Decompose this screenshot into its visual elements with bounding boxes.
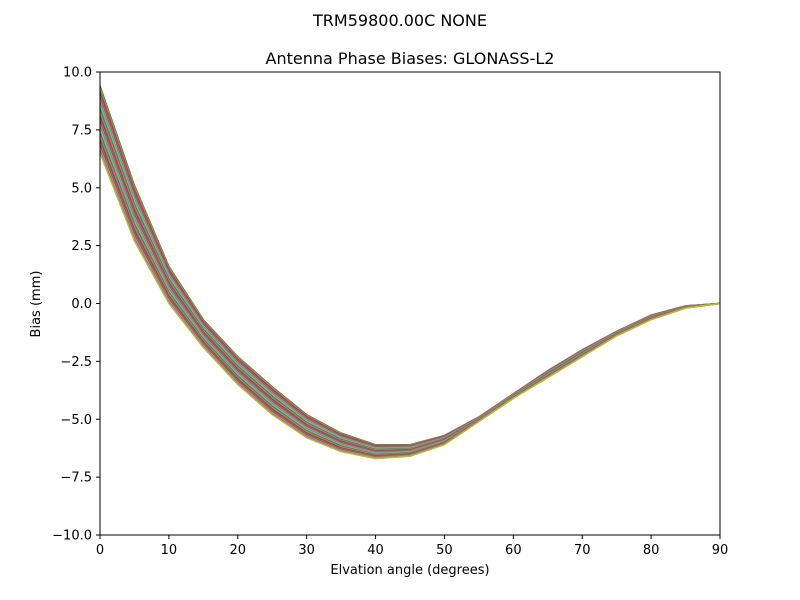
x-tick-label: 50: [436, 543, 453, 558]
series-line: [99, 133, 721, 456]
series-line: [99, 143, 721, 458]
series-line: [99, 109, 721, 451]
x-tick-label: 10: [161, 543, 178, 558]
figure-suptitle: TRM59800.00C NONE: [312, 11, 487, 30]
series-line: [99, 107, 721, 450]
x-tick-label: 20: [230, 543, 247, 558]
y-axis-label: Bias (mm): [29, 271, 44, 338]
series-line: [99, 88, 721, 446]
series-line: [99, 104, 721, 450]
y-tick-label: −2.5: [60, 355, 92, 370]
series-line: [99, 140, 721, 457]
series-line: [99, 145, 721, 458]
x-axis-label: Elvation angle (degrees): [330, 563, 489, 578]
y-tick-label: 7.5: [71, 123, 92, 138]
y-tick-label: −5.0: [60, 413, 92, 428]
x-tick-label: 0: [96, 543, 104, 558]
series-line: [99, 138, 721, 457]
x-tick-label: 90: [712, 543, 729, 558]
series-line: [99, 85, 721, 446]
series-line: [99, 92, 721, 447]
series-line: [99, 112, 721, 451]
series-line: [99, 152, 721, 460]
series-line: [99, 95, 721, 448]
x-tick-label: 30: [298, 543, 315, 558]
series-line: [99, 97, 721, 448]
y-axis: 10.0 7.5 5.0 2.5 0.0 −2.5 −5.0 −7.5 −10.0: [52, 66, 100, 544]
series-line: [99, 116, 721, 452]
series-line: [99, 90, 721, 447]
x-tick-label: 80: [643, 543, 660, 558]
series-line: [99, 121, 721, 453]
y-tick-label: 10.0: [63, 66, 92, 81]
x-axis: 0 10 20 30 40 50 60 70 80 90: [96, 535, 728, 558]
series-layer: [99, 85, 721, 460]
series-line: [99, 114, 721, 452]
series-line: [99, 135, 721, 456]
series-line: [99, 123, 721, 454]
y-tick-label: 5.0: [71, 181, 92, 196]
series-line: [99, 131, 721, 455]
series-line: [99, 128, 721, 455]
series-line: [99, 119, 721, 453]
series-line: [99, 102, 721, 449]
x-tick-label: 40: [367, 543, 384, 558]
y-tick-label: −10.0: [52, 529, 92, 544]
series-line: [99, 100, 721, 449]
y-tick-label: 0.0: [71, 297, 92, 312]
y-tick-label: 2.5: [71, 239, 92, 254]
y-tick-label: −7.5: [60, 471, 92, 486]
x-tick-label: 70: [574, 543, 591, 558]
chart-title: Antenna Phase Biases: GLONASS-L2: [266, 49, 555, 68]
series-line: [99, 126, 721, 454]
x-tick-label: 60: [505, 543, 522, 558]
